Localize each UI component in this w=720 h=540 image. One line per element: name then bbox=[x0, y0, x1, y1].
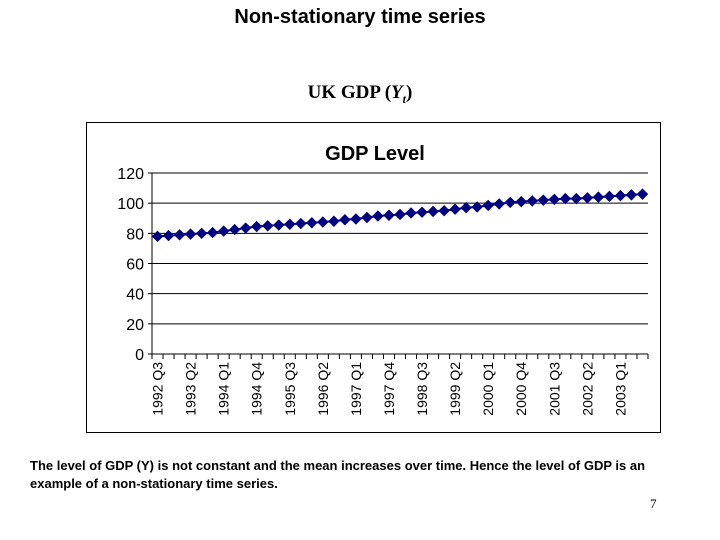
x-tick-label: 1993 Q2 bbox=[183, 362, 199, 416]
page-number: 7 bbox=[650, 496, 657, 511]
data-point bbox=[350, 213, 362, 225]
x-tick-label: 2000 Q1 bbox=[480, 362, 496, 416]
data-point bbox=[493, 198, 505, 210]
data-point bbox=[195, 227, 208, 240]
x-tick-label: 1996 Q2 bbox=[315, 362, 331, 416]
data-point bbox=[471, 201, 483, 213]
data-point bbox=[394, 208, 406, 221]
data-point bbox=[625, 189, 638, 201]
data-point bbox=[339, 214, 351, 226]
x-tick-label: 1994 Q4 bbox=[249, 362, 265, 416]
y-tick-label: 60 bbox=[126, 257, 144, 274]
data-point bbox=[548, 193, 561, 206]
data-point bbox=[636, 188, 649, 200]
data-point bbox=[372, 210, 384, 222]
chart-title: GDP Level bbox=[325, 143, 425, 165]
data-point bbox=[482, 199, 494, 212]
explanation-note: The level of GDP (Y) is not constant and… bbox=[30, 458, 646, 491]
data-point bbox=[592, 191, 605, 203]
data-point bbox=[184, 228, 197, 240]
data-point bbox=[228, 223, 241, 236]
data-point bbox=[306, 217, 318, 229]
data-point bbox=[206, 226, 219, 239]
data-point bbox=[162, 229, 175, 242]
y-tick-label: 80 bbox=[126, 226, 144, 243]
data-point bbox=[251, 220, 263, 233]
x-tick-label: 2001 Q3 bbox=[546, 362, 562, 416]
data-point bbox=[273, 219, 285, 231]
y-tick-label: 120 bbox=[117, 166, 144, 183]
subtitle-symbol: Y bbox=[391, 82, 403, 103]
data-point bbox=[295, 217, 307, 230]
data-point bbox=[151, 230, 164, 243]
x-tick-label: 1999 Q2 bbox=[447, 362, 463, 416]
slide-subtitle: UK GDP (Yt) bbox=[0, 82, 720, 107]
data-point bbox=[449, 203, 461, 215]
data-point bbox=[416, 206, 428, 218]
chart-frame bbox=[86, 122, 661, 433]
x-tick-label: 1995 Q3 bbox=[282, 362, 298, 416]
data-point bbox=[361, 211, 373, 224]
x-tick-label: 1992 Q3 bbox=[150, 362, 166, 416]
slide-title: Non-stationary time series bbox=[234, 6, 486, 28]
data-point bbox=[537, 194, 549, 206]
data-point bbox=[603, 190, 616, 203]
data-point bbox=[217, 225, 230, 237]
data-point bbox=[328, 215, 340, 227]
x-tick-label: 1997 Q1 bbox=[348, 362, 364, 416]
subtitle-suffix: ) bbox=[406, 82, 413, 103]
data-point bbox=[239, 222, 252, 234]
x-tick-label: 2000 Q4 bbox=[513, 362, 529, 416]
data-point bbox=[262, 220, 274, 232]
data-point bbox=[559, 192, 572, 205]
y-tick-label: 20 bbox=[126, 317, 144, 334]
data-point bbox=[427, 205, 439, 218]
data-point bbox=[383, 209, 395, 221]
gdp-chart: GDP Level 0 20 40 60 80 100 120 1992 Q3 1993 Q2 1… bbox=[117, 143, 649, 416]
x-tick-label: 1994 Q1 bbox=[216, 362, 232, 416]
x-tick-label: 2003 Q1 bbox=[612, 362, 628, 416]
x-tick-label: 1998 Q3 bbox=[414, 362, 430, 416]
data-point bbox=[438, 205, 450, 217]
y-tick-label: 40 bbox=[126, 287, 144, 304]
x-tick-label: 2002 Q2 bbox=[579, 362, 595, 416]
data-point bbox=[515, 195, 527, 208]
data-point bbox=[317, 216, 329, 228]
data-point bbox=[526, 195, 538, 207]
subtitle-prefix: UK GDP ( bbox=[307, 82, 392, 103]
subtitle-subscript: t bbox=[402, 91, 406, 106]
data-point bbox=[504, 196, 516, 209]
data-point bbox=[173, 229, 186, 241]
data-point bbox=[581, 192, 594, 204]
y-tick-label: 100 bbox=[117, 196, 144, 213]
data-point bbox=[614, 189, 627, 202]
data-point bbox=[460, 201, 472, 214]
data-point bbox=[570, 192, 583, 205]
x-tick-label: 1997 Q4 bbox=[381, 362, 397, 416]
data-point bbox=[284, 218, 296, 230]
data-point bbox=[405, 207, 417, 219]
y-tick-label: 0 bbox=[135, 347, 144, 364]
